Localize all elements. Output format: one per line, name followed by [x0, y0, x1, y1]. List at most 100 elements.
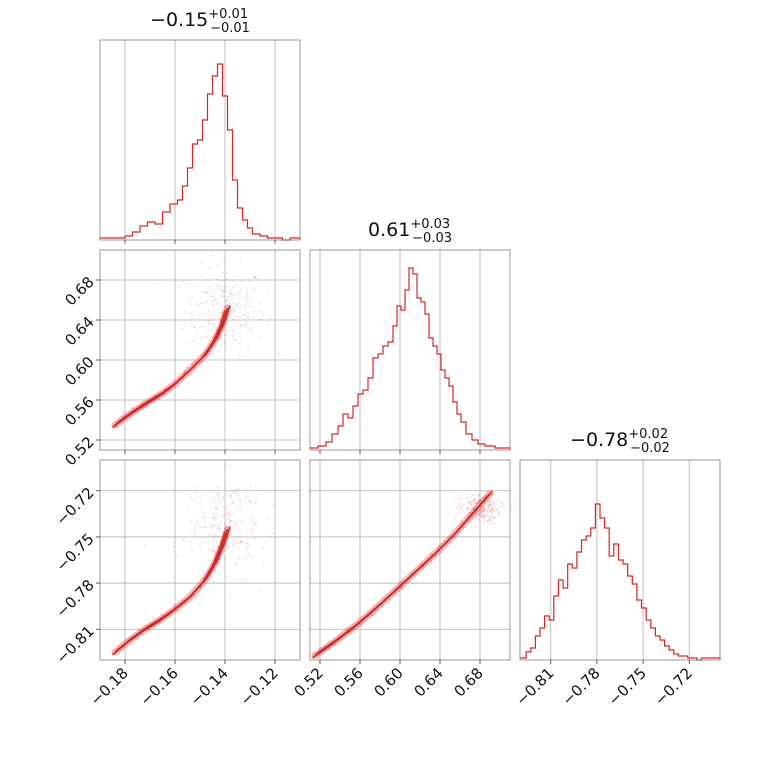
scatter-point [246, 538, 248, 540]
scatter-point [213, 535, 216, 538]
scatter-point [244, 556, 247, 559]
scatter-point [215, 328, 218, 331]
scatter-point [201, 539, 204, 541]
hist-panel-3: −0.78+0.02 −0.02 [519, 427, 721, 664]
scatter-point [488, 504, 491, 506]
scatter-point [254, 537, 257, 540]
y-tick-label: −0.81 [52, 622, 97, 667]
scatter-point [217, 526, 220, 529]
scatter-point [216, 545, 219, 548]
scatter-point [227, 536, 229, 539]
scatter-point [458, 497, 460, 499]
hist-panel-1: −0.15+0.01 −0.01 [99, 7, 301, 244]
scatter-point [232, 501, 234, 503]
scatter-point [194, 499, 197, 502]
scatter-point [129, 416, 132, 419]
scatter-point [212, 276, 215, 278]
pair-content [111, 464, 292, 656]
scatter-point [497, 511, 500, 514]
scatter-point [247, 348, 249, 350]
scatter-point [184, 310, 187, 313]
scatter-point [227, 300, 229, 303]
scatter-point [217, 535, 219, 538]
scatter-point [200, 526, 203, 529]
scatter-point [203, 516, 205, 519]
scatter-point [471, 518, 473, 521]
scatter-point [237, 548, 240, 551]
scatter-point [481, 508, 484, 510]
scatter-point [233, 306, 235, 309]
scatter-point [240, 539, 243, 542]
scatter-point [255, 522, 258, 524]
scatter-point [430, 559, 433, 562]
scatter-point [251, 529, 254, 532]
contour-line [114, 528, 229, 653]
scatter-point [230, 291, 232, 294]
scatter-point [489, 510, 492, 512]
scatter-point [372, 607, 375, 610]
scatter-point [234, 522, 237, 525]
scatter-point [225, 507, 228, 509]
scatter-point [237, 542, 240, 544]
scatter-point [249, 485, 252, 487]
scatter-point [203, 315, 205, 318]
scatter-point [226, 525, 229, 528]
scatter-point [247, 508, 250, 511]
scatter-point [345, 626, 348, 629]
scatter-point [459, 508, 462, 511]
scatter-point [224, 529, 227, 532]
scatter-point [238, 530, 241, 532]
scatter-point [487, 510, 490, 513]
scatter-point [470, 500, 472, 503]
scatter-point [239, 298, 242, 301]
scatter-point [470, 504, 473, 507]
scatter-point [492, 503, 495, 506]
scatter-point [230, 496, 233, 499]
scatter-point [222, 272, 225, 275]
scatter-point [480, 506, 483, 509]
scatter-point [217, 288, 220, 290]
x-tick-label: −0.81 [512, 664, 557, 709]
scatter-point [196, 522, 199, 525]
scatter-point [229, 310, 232, 313]
scatter-point [475, 499, 477, 501]
scatter-point [214, 298, 217, 300]
scatter-point [240, 541, 242, 543]
scatter-point [210, 498, 213, 501]
scatter-point [490, 512, 493, 515]
scatter-point [238, 292, 240, 295]
scatter-point [462, 525, 465, 528]
scatter-point [209, 288, 212, 291]
scatter-point [223, 296, 226, 298]
scatter-point [212, 580, 215, 583]
scatter-point [482, 509, 485, 512]
scatter-point [236, 310, 239, 313]
scatter-point [466, 515, 469, 518]
scatter-point [477, 502, 480, 504]
scatter-point [486, 513, 489, 516]
scatter-point [232, 311, 235, 313]
scatter-point [208, 560, 211, 563]
scatter-point [238, 536, 241, 539]
scatter-point [460, 505, 463, 508]
scatter-point [481, 509, 483, 511]
scatter-point [482, 497, 485, 499]
scatter-point [229, 303, 232, 305]
scatter-point [219, 312, 221, 315]
scatter-point [241, 324, 244, 327]
scatter-point [229, 464, 232, 467]
scatter-point [232, 544, 234, 547]
scatter-point [217, 366, 220, 369]
scatter-point [225, 278, 228, 281]
scatter-point [237, 275, 239, 278]
scatter-point [204, 516, 206, 518]
scatter-point [262, 561, 265, 564]
pair-content [111, 254, 281, 429]
scatter-point [234, 539, 237, 542]
scatter-point [469, 495, 472, 498]
scatter-point [273, 504, 275, 507]
title-median: 0.61 [368, 219, 410, 241]
scatter-point [235, 578, 238, 581]
scatter-point [203, 359, 206, 362]
pair-content [311, 490, 505, 659]
